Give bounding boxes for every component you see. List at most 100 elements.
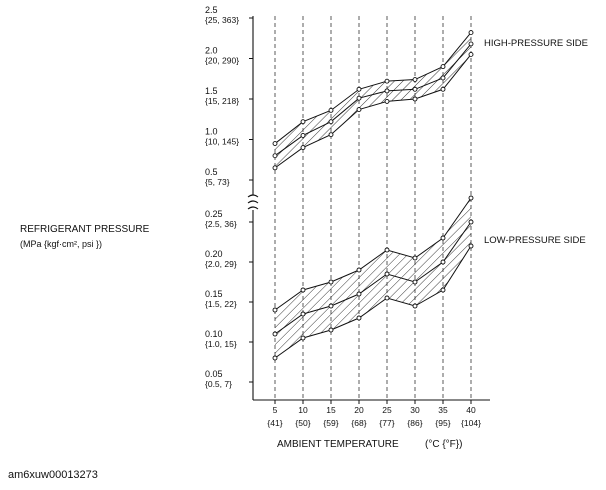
data-point bbox=[468, 52, 474, 57]
data-point bbox=[440, 86, 446, 92]
x-tick-sublabel: {77} bbox=[379, 418, 394, 428]
data-point bbox=[412, 279, 418, 285]
data-point bbox=[384, 247, 390, 253]
x-tick-sublabel: {50} bbox=[295, 418, 310, 428]
band-upper-line bbox=[274, 197, 472, 311]
data-point bbox=[300, 119, 306, 125]
data-point bbox=[412, 77, 418, 83]
axes bbox=[247, 16, 490, 404]
y-tick-labels: 0.5{5, 73} 1.0{10, 145} 1.5{15, 218} 2.0{20… bbox=[205, 5, 239, 389]
data-point bbox=[440, 75, 446, 81]
data-point bbox=[356, 291, 362, 297]
data-point bbox=[300, 145, 306, 151]
data-point bbox=[440, 235, 446, 241]
x-tick-label: 30 bbox=[410, 405, 420, 415]
x-tick-sublabel: {86} bbox=[407, 418, 422, 428]
data-point bbox=[272, 355, 278, 361]
y-tick-label: 1.5 bbox=[205, 86, 218, 96]
data-point bbox=[468, 219, 474, 225]
y-tick-sublabel: {1.0, 15} bbox=[205, 339, 237, 349]
data-point bbox=[328, 107, 334, 113]
y-tick-label: 0.15 bbox=[205, 289, 223, 299]
data-point bbox=[412, 255, 418, 261]
y-tick-sublabel: {2.0, 29} bbox=[205, 259, 237, 269]
data-point bbox=[384, 295, 390, 301]
data-point bbox=[412, 86, 418, 92]
data-point bbox=[328, 327, 334, 333]
data-point bbox=[300, 335, 306, 341]
figure-code: am6xuw00013273 bbox=[8, 469, 98, 481]
data-point bbox=[356, 315, 362, 321]
axis-break-mark bbox=[247, 194, 259, 198]
x-tick-label: 40 bbox=[466, 405, 476, 415]
data-point bbox=[440, 259, 446, 265]
data-point bbox=[468, 195, 474, 201]
band-lower-line bbox=[274, 54, 472, 169]
x-tick-sublabel: {59} bbox=[323, 418, 338, 428]
x-tick-label: 5 bbox=[273, 405, 278, 415]
band-hatch-area bbox=[275, 32, 471, 168]
data-point bbox=[272, 153, 278, 159]
y-tick-label: 0.20 bbox=[205, 249, 223, 259]
x-tick-label: 15 bbox=[326, 405, 336, 415]
y-tick-sublabel: {1.5, 22} bbox=[205, 299, 237, 309]
y-tick-sublabel: {15, 218} bbox=[205, 96, 239, 106]
high-pressure-side-label: HIGH-PRESSURE SIDE bbox=[484, 38, 588, 49]
data-point bbox=[272, 141, 278, 147]
y-axis-title: REFRIGERANT PRESSURE bbox=[20, 224, 150, 235]
y-tick-sublabel: {10, 145} bbox=[205, 137, 239, 147]
y-tick-label: 2.5 bbox=[205, 5, 218, 15]
x-axis-title: AMBIENT TEMPERATURE bbox=[277, 439, 399, 450]
data-point bbox=[272, 331, 278, 337]
data-point bbox=[328, 303, 334, 309]
data-point bbox=[468, 41, 474, 47]
y-axis-unit: (MPa {kgf·cm², psi }) bbox=[20, 239, 102, 249]
data-point bbox=[384, 98, 390, 104]
band-middle-line bbox=[274, 43, 472, 157]
x-tick-sublabel: {68} bbox=[351, 418, 366, 428]
data-point bbox=[300, 311, 306, 317]
low-pressure-side-label: LOW-PRESSURE SIDE bbox=[484, 235, 586, 246]
data-point bbox=[468, 30, 474, 36]
x-tick-label: 10 bbox=[298, 405, 308, 415]
x-axis-unit: (°C {°F}) bbox=[425, 439, 462, 450]
x-tick-sublabel: {95} bbox=[435, 418, 450, 428]
data-point bbox=[300, 132, 306, 138]
band-middle-line bbox=[274, 221, 472, 335]
data-point bbox=[356, 267, 362, 273]
data-point bbox=[356, 86, 362, 92]
axis-break-mark bbox=[247, 200, 259, 204]
x-tick-label: 35 bbox=[438, 405, 448, 415]
data-point bbox=[272, 165, 278, 171]
data-point bbox=[440, 64, 446, 70]
x-tick-label: 25 bbox=[382, 405, 392, 415]
x-tick-label: 20 bbox=[354, 405, 364, 415]
band-upper-line bbox=[274, 32, 472, 144]
data-point bbox=[468, 243, 474, 249]
x-tick-labels: 5 {41} 10 {50} 15 {59} 20 {68} 25 {77} 30 {86} 35 {95… bbox=[267, 405, 481, 428]
data-point bbox=[328, 279, 334, 285]
y-tick-label: 1.0 bbox=[205, 127, 218, 137]
y-tick-sublabel: {20, 290} bbox=[205, 56, 239, 66]
data-point bbox=[356, 107, 362, 112]
y-tick-sublabel: {0.5, 7} bbox=[205, 379, 232, 389]
y-tick-label: 0.5 bbox=[205, 167, 218, 177]
y-tick-label: 0.25 bbox=[205, 209, 223, 219]
y-tick-label: 0.10 bbox=[205, 329, 223, 339]
band-lower-line bbox=[274, 245, 472, 359]
pressure-bands bbox=[272, 30, 474, 361]
data-point bbox=[440, 287, 446, 293]
axis-break-mark bbox=[247, 206, 259, 210]
data-point bbox=[356, 95, 362, 101]
data-point bbox=[328, 119, 334, 125]
y-tick-label: 0.05 bbox=[205, 369, 223, 379]
band-hatch-area bbox=[275, 198, 471, 358]
y-tick-sublabel: {25, 363} bbox=[205, 15, 239, 25]
data-point bbox=[412, 96, 418, 102]
data-point bbox=[384, 271, 390, 277]
data-point bbox=[412, 303, 418, 309]
data-point bbox=[384, 88, 390, 94]
data-point bbox=[384, 78, 390, 84]
x-tick-sublabel: {41} bbox=[267, 418, 282, 428]
